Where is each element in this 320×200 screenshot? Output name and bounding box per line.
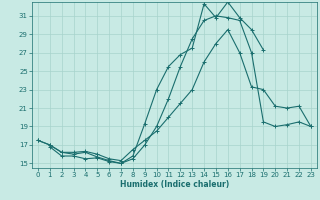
X-axis label: Humidex (Indice chaleur): Humidex (Indice chaleur) bbox=[120, 180, 229, 189]
